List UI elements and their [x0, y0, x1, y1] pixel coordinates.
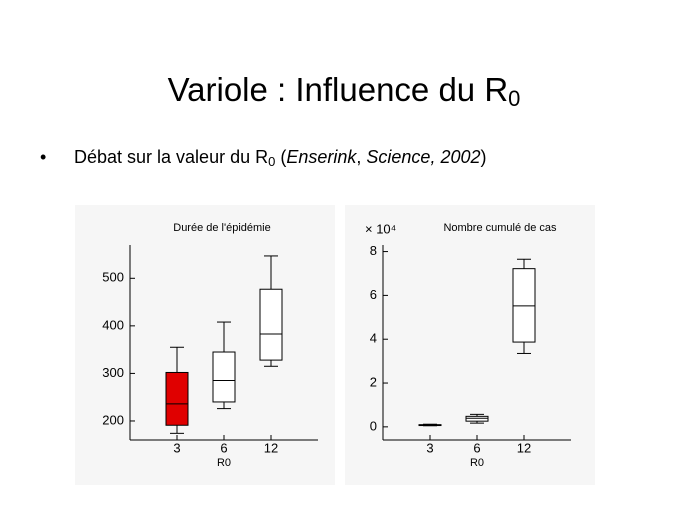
x-tick-label: 3 — [426, 440, 433, 455]
y-tick-label: 2 — [370, 374, 377, 389]
chart-title: Nombre cumulé de cas — [443, 222, 557, 234]
bullet-part: ) — [480, 147, 486, 167]
axis-multiplier: × 10⁴ — [365, 221, 396, 236]
y-tick-label: 6 — [370, 287, 377, 302]
title-sub: 0 — [508, 86, 520, 111]
y-tick-label: 8 — [370, 243, 377, 258]
bullet-part: Débat sur la valeur du R — [74, 147, 268, 167]
bullet-part: , — [356, 147, 366, 167]
y-tick-label: 400 — [102, 317, 124, 332]
box — [512, 268, 536, 343]
chart-panel — [75, 205, 335, 485]
bullet-part: Science — [366, 147, 430, 167]
box — [259, 288, 283, 361]
x-tick-label: 12 — [517, 440, 531, 455]
y-tick-label: 300 — [102, 365, 124, 380]
bullet-dot: • — [40, 147, 46, 167]
bullet-part: Enserink — [286, 147, 357, 167]
box — [165, 371, 189, 426]
bullet-text: Débat sur la valeur du R0 (Enserink, Sci… — [74, 147, 486, 170]
bullet-sub: 0 — [268, 154, 275, 169]
title-text: Variole : Influence du R — [168, 71, 509, 108]
bullet-part: , 2002 — [430, 147, 480, 167]
chart-title: Durée de l'épidémie — [173, 222, 271, 234]
x-axis-label: R0 — [470, 457, 484, 469]
x-tick-label: 6 — [473, 440, 480, 455]
y-tick-label: 4 — [370, 331, 377, 346]
slide-title: Variole : Influence du R0 — [168, 71, 521, 111]
x-tick-label: 6 — [220, 440, 227, 455]
x-axis-label: R0 — [217, 457, 231, 469]
x-tick-label: 12 — [264, 440, 278, 455]
box — [212, 351, 236, 403]
bullet-part: ( — [275, 147, 286, 167]
y-tick-label: 500 — [102, 270, 124, 285]
y-tick-label: 0 — [370, 418, 377, 433]
x-tick-label: 3 — [173, 440, 180, 455]
y-tick-label: 200 — [102, 412, 124, 427]
